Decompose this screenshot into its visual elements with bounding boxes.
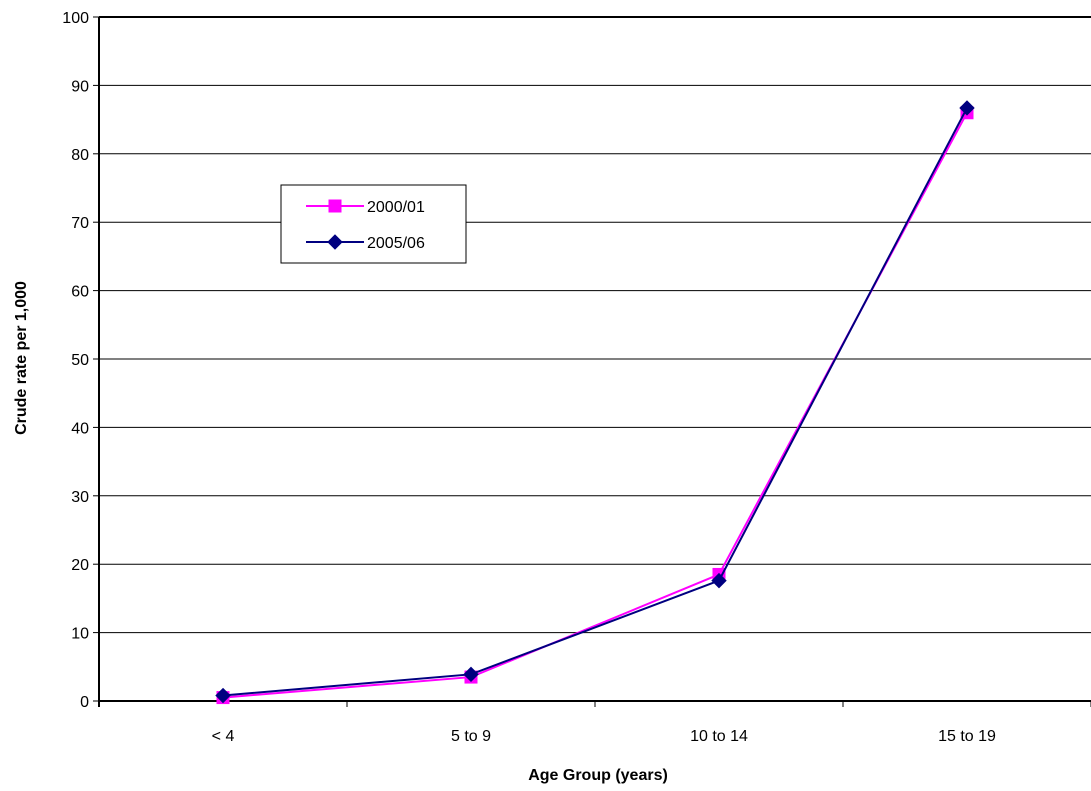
- x-axis-ticks: < 4 5 to 9 10 to 14 15 to 19: [98, 701, 1091, 745]
- data-point: [463, 666, 479, 683]
- x-tick-label: 10 to 14: [690, 728, 748, 745]
- legend-marker: [327, 234, 343, 250]
- x-tick-label: 15 to 19: [938, 728, 996, 745]
- y-axis-title: Crude rate per 1,000: [13, 281, 30, 435]
- data-point: [959, 100, 975, 116]
- y-tick-label: 30: [71, 489, 89, 506]
- y-tick-label: 40: [71, 420, 89, 437]
- y-tick-label: 80: [71, 147, 89, 164]
- y-tick-label: 90: [71, 78, 89, 95]
- x-tick-label: 5 to 9: [451, 728, 491, 745]
- legend-label: 2005/06: [367, 235, 425, 252]
- series-1: [215, 100, 975, 704]
- legend: 2000/01 2005/06: [280, 184, 467, 264]
- data-point: [711, 572, 727, 589]
- x-axis-title: Age Group (years): [528, 767, 668, 784]
- legend-box: [280, 184, 467, 264]
- data-point: [215, 687, 231, 704]
- y-tick-label: 0: [80, 694, 89, 711]
- y-tick-label: 10: [71, 626, 89, 643]
- axes: [98, 16, 1091, 707]
- x-tick-label: < 4: [212, 728, 235, 745]
- legend-label: 2000/01: [367, 199, 425, 216]
- y-axis-ticks: 0 10 20 30 40 50 60 70 80 90 100: [62, 10, 99, 711]
- series-group: [215, 100, 975, 705]
- y-tick-label: 20: [71, 557, 89, 574]
- y-tick-label: 70: [71, 215, 89, 232]
- y-tick-label: 60: [71, 284, 89, 301]
- y-tick-label: 100: [62, 10, 89, 27]
- y-tick-label: 50: [71, 352, 89, 369]
- legend-marker: [328, 199, 342, 213]
- gridlines: [99, 16, 1091, 634]
- series-line: [222, 107, 968, 697]
